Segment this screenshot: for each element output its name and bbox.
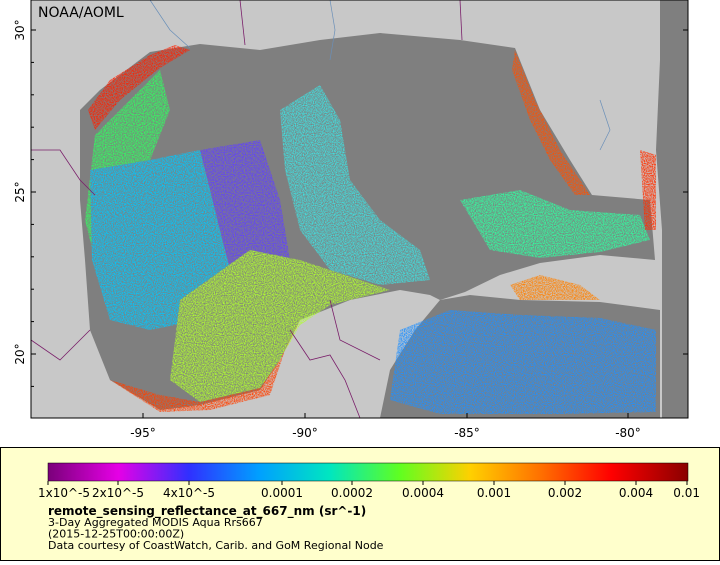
lon-label: -85° <box>454 426 480 440</box>
colorbar-label: 0.004 <box>619 486 653 500</box>
colorbar-label: 0.001 <box>477 486 511 500</box>
colorbar-label: 0.0004 <box>402 486 444 500</box>
colorbar-label: 0.0002 <box>331 486 373 500</box>
legend-line: (2015-12-25T00:00:00Z) <box>48 528 184 541</box>
lat-label: 25° <box>13 181 27 202</box>
lat-label: 30° <box>13 19 27 40</box>
reflectance-field <box>85 45 656 414</box>
lon-label: -95° <box>130 426 156 440</box>
colorbar-label: 0.002 <box>548 486 582 500</box>
colorbar-label: 0.01 <box>673 486 700 500</box>
rivers <box>149 0 611 151</box>
legend-line: 3-Day Aggregated MODIS Aqua Rrs667 <box>48 516 263 529</box>
watermark: NOAA/AOML <box>38 5 124 21</box>
lat-label: 20° <box>13 343 27 364</box>
borders <box>31 0 463 418</box>
lon-label: -80° <box>615 426 641 440</box>
colorbar <box>47 462 689 482</box>
colorbar-label: 2x10^-5 <box>92 486 144 500</box>
colorbar-label: 1x10^-5 <box>38 486 90 500</box>
colorbar-label: 0.0001 <box>261 486 303 500</box>
colorbar-label: 4x10^-5 <box>163 486 215 500</box>
legend-variable: remote_sensing_reflectance_at_667_nm (sr… <box>48 504 366 519</box>
legend-line: Data courtesy of CoastWatch, Carib. and … <box>48 539 384 552</box>
map-area <box>31 0 688 418</box>
map-frame <box>30 0 689 419</box>
atlantic-sea <box>656 0 688 418</box>
lon-label: -90° <box>292 426 318 440</box>
